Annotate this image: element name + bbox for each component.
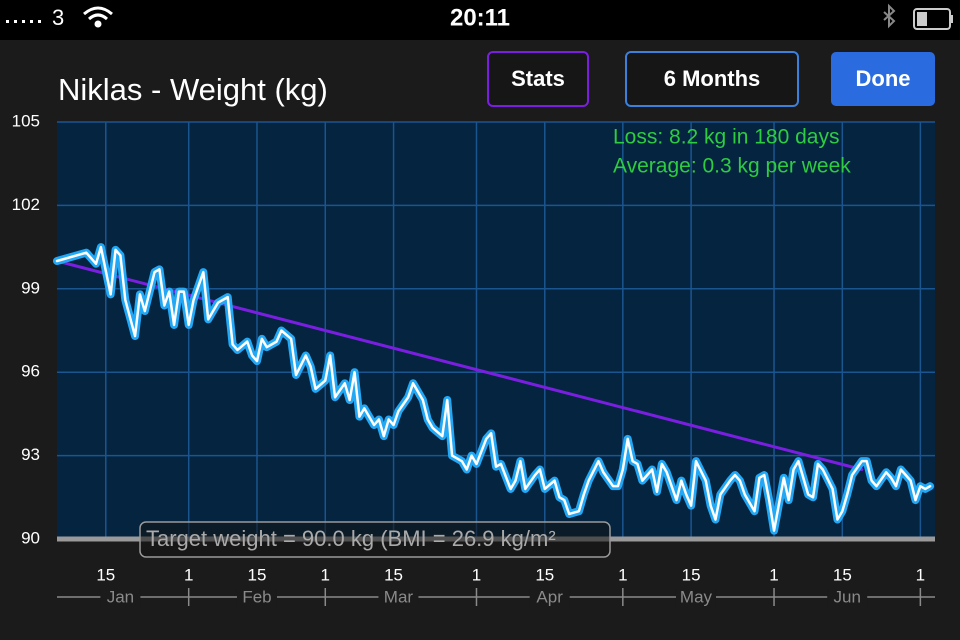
done-button[interactable]: Done	[831, 52, 935, 106]
month-label: Mar	[384, 587, 414, 606]
month-label: May	[680, 587, 713, 606]
annotation: Average: 0.3 kg per week	[613, 155, 851, 178]
wifi-icon	[83, 6, 113, 28]
month-label: Jun	[833, 587, 860, 606]
stats-button[interactable]: Stats	[487, 51, 589, 107]
month-label-bg	[827, 588, 868, 606]
y-tick-label: 96	[21, 362, 40, 381]
button-frame[interactable]	[625, 51, 799, 107]
month-label: Apr	[536, 587, 563, 606]
month-label-bg	[378, 588, 419, 606]
button-label[interactable]: Stats	[511, 66, 565, 91]
x-tick-label: 15	[833, 565, 852, 584]
bluetooth-icon	[883, 3, 896, 29]
x-tick-label: 1	[618, 565, 627, 584]
month-label: Feb	[242, 587, 271, 606]
signal	[6, 20, 41, 23]
x-tick-label: 1	[184, 565, 193, 584]
x-axis: 15 1 15 1 15 1 15 1 15 1 15 1 Jan Feb Mar Apr May Jun	[57, 565, 935, 606]
x-tick-label: 15	[535, 565, 554, 584]
x-tick-label: 1	[916, 565, 925, 584]
chart-title: Niklas - Weight (kg)	[58, 72, 328, 107]
y-tick-label: 99	[21, 278, 40, 297]
annotation: Loss: 8.2 kg in 180 days	[613, 126, 839, 149]
y-tick-label: 102	[12, 195, 40, 214]
battery-tip	[950, 15, 953, 23]
x-tick-label: 1	[321, 565, 330, 584]
x-tick-label: 1	[769, 565, 778, 584]
battery-level	[917, 12, 927, 26]
target-label-box	[139, 521, 611, 558]
y-tick-label: 105	[12, 111, 40, 130]
x-tick-label: 15	[384, 565, 403, 584]
carrier: 3	[52, 5, 64, 30]
x-tick-label: 15	[682, 565, 701, 584]
button-frame[interactable]	[487, 51, 589, 107]
status-bar	[0, 0, 960, 40]
button-label[interactable]: Done	[856, 66, 911, 91]
month-label-bg	[529, 588, 570, 606]
button-frame[interactable]	[831, 52, 935, 106]
x-tick-label: 15	[96, 565, 115, 584]
clock: 20:11	[450, 4, 510, 31]
y-tick-label: 90	[21, 528, 40, 547]
month-label-bg	[100, 588, 141, 606]
range-button[interactable]: 6 Months	[625, 51, 799, 107]
x-tick-label: 1	[472, 565, 481, 584]
y-tick-label: 93	[21, 445, 40, 464]
month-label: Jan	[107, 587, 134, 606]
x-tick-label: 15	[248, 565, 267, 584]
target-label: Target weight = 90.0 kg (BMI = 26.9 kg/m…	[146, 526, 556, 551]
month-label-bg	[236, 588, 277, 606]
month-label-bg	[675, 588, 716, 606]
series-line	[55, 245, 932, 532]
button-label[interactable]: 6 Months	[664, 66, 761, 91]
